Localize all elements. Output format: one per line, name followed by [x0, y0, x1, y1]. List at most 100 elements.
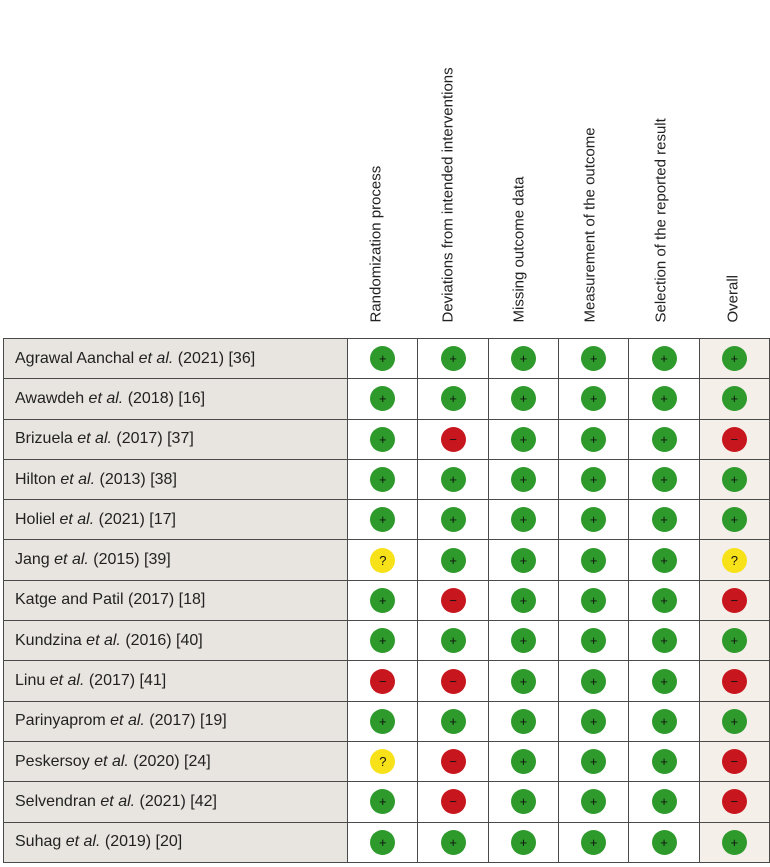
study-year-ref: (2019) [20]	[104, 833, 183, 851]
judgement-cell: +	[628, 660, 700, 702]
judgement-low-icon: +	[440, 467, 466, 493]
judgement-cell: ?	[347, 740, 419, 783]
study-year-ref: (2020) [24]	[133, 752, 211, 770]
column-header-label: Deviations from intended interventions	[439, 67, 456, 323]
judgement-cell: −	[698, 740, 770, 783]
judgement-low-icon: +	[510, 789, 536, 815]
study-etal: et al.	[54, 551, 89, 569]
judgement-high-icon: −	[440, 789, 466, 815]
table-row: Parinyaprom et al. (2017) [19] + + + + + +	[2, 700, 770, 742]
judgement-cell: +	[698, 700, 770, 742]
judgement-low-icon: +	[510, 346, 536, 372]
judgement-low-icon: +	[370, 708, 396, 734]
table-row: Brizuela et al. (2017) [37] + − + + + −	[2, 418, 770, 460]
judgement-cell: +	[558, 458, 630, 501]
judgement-low-icon: +	[651, 386, 677, 412]
judgement-cell: +	[558, 539, 630, 581]
judgement-low-icon: +	[581, 668, 607, 694]
study-author: Awawdeh	[15, 389, 85, 407]
judgement-cell: +	[558, 418, 630, 460]
study-label: Suhag et al. (2019) [20]	[2, 821, 349, 863]
judgement-cell: +	[417, 458, 489, 501]
judgement-cell: +	[558, 378, 630, 420]
judgement-high-icon: −	[721, 426, 747, 452]
study-etal: et al.	[100, 792, 136, 810]
judgement-cell: +	[417, 821, 489, 863]
judgement-cell: +	[417, 620, 489, 662]
judgement-low-icon: +	[581, 789, 607, 815]
column-header-label: Randomization process	[367, 165, 384, 323]
judgement-low-icon: +	[651, 749, 677, 775]
judgement-cell: +	[347, 700, 419, 742]
judgement-low-icon: +	[370, 789, 396, 815]
judgement-cell: +	[347, 821, 419, 863]
column-header-label: Selection of the reported result	[652, 118, 669, 323]
study-etal: et al.	[110, 712, 145, 730]
judgement-low-icon: +	[370, 587, 396, 613]
judgement-cell: +	[487, 539, 560, 581]
table-row: Selvendran et al. (2021) [42] + − + + + −	[2, 781, 770, 823]
judgement-cell: +	[487, 781, 560, 823]
study-label: Holiel et al. (2021) [17]	[2, 499, 349, 541]
judgement-low-icon: +	[581, 708, 607, 734]
judgement-low-icon: +	[651, 547, 677, 573]
judgement-cell: +	[698, 821, 770, 863]
judgement-high-icon: −	[370, 668, 396, 694]
table-row: Awawdeh et al. (2018) [16] + + + + + +	[2, 378, 770, 420]
study-etal: et al.	[60, 470, 96, 488]
judgement-low-icon: +	[651, 829, 677, 855]
judgement-cell: −	[417, 579, 489, 622]
study-author: Holiel	[15, 510, 56, 528]
judgement-low-icon: +	[510, 628, 536, 654]
study-label: Awawdeh et al. (2018) [16]	[2, 378, 349, 420]
judgement-cell: +	[698, 378, 770, 420]
judgement-cell: +	[628, 781, 700, 823]
study-label: Brizuela et al. (2017) [37]	[2, 418, 349, 460]
judgement-low-icon: +	[370, 628, 396, 654]
judgement-cell: +	[628, 700, 700, 742]
judgement-cell: +	[558, 499, 630, 541]
judgement-cell: +	[628, 821, 700, 863]
judgement-high-icon: −	[440, 426, 466, 452]
judgement-cell: +	[417, 337, 489, 380]
judgement-low-icon: +	[370, 467, 396, 493]
judgement-cell: −	[698, 781, 770, 823]
judgement-low-icon: +	[581, 426, 607, 452]
judgement-cell: +	[487, 740, 560, 783]
column-headers: Randomization process Deviations from int…	[0, 0, 770, 338]
judgement-low-icon: +	[651, 708, 677, 734]
judgement-low-icon: +	[581, 587, 607, 613]
study-year-ref: (2017) [18]	[127, 591, 206, 609]
judgement-cell: −	[417, 418, 489, 460]
judgement-cell: +	[487, 337, 560, 380]
judgement-cell: −	[698, 418, 770, 460]
judgement-cell: +	[347, 337, 419, 380]
judgement-cell: +	[417, 499, 489, 541]
judgement-cell: +	[487, 458, 560, 501]
table-row: Suhag et al. (2019) [20] + + + + + +	[2, 821, 770, 863]
study-etal: et al.	[138, 349, 174, 367]
judgement-cell: +	[698, 499, 770, 541]
judgement-low-icon: +	[581, 386, 607, 412]
column-header-label: Missing outcome data	[510, 176, 527, 323]
judgement-low-icon: +	[721, 467, 747, 493]
study-year-ref: (2021) [42]	[139, 792, 217, 810]
judgement-cell: +	[558, 620, 630, 662]
judgement-low-icon: +	[651, 587, 677, 613]
judgement-cell: +	[487, 660, 560, 702]
judgement-cell: +	[487, 499, 560, 541]
judgement-low-icon: +	[510, 708, 536, 734]
judgement-low-icon: +	[510, 587, 536, 613]
judgement-cell: +	[628, 499, 700, 541]
judgement-high-icon: −	[721, 668, 747, 694]
risk-of-bias-table: Agrawal Aanchal et al. (2021) [36] + + + + + +…	[2, 337, 770, 863]
judgement-low-icon: +	[510, 386, 536, 412]
judgement-high-icon: −	[440, 587, 466, 613]
study-etal: et al.	[65, 833, 101, 851]
judgement-low-icon: +	[651, 507, 677, 533]
study-year-ref: (2021) [17]	[98, 510, 176, 528]
judgement-cell: +	[347, 579, 419, 622]
judgement-cell: +	[698, 620, 770, 662]
study-author: Parinyaprom	[15, 712, 106, 730]
judgement-low-icon: +	[440, 829, 466, 855]
